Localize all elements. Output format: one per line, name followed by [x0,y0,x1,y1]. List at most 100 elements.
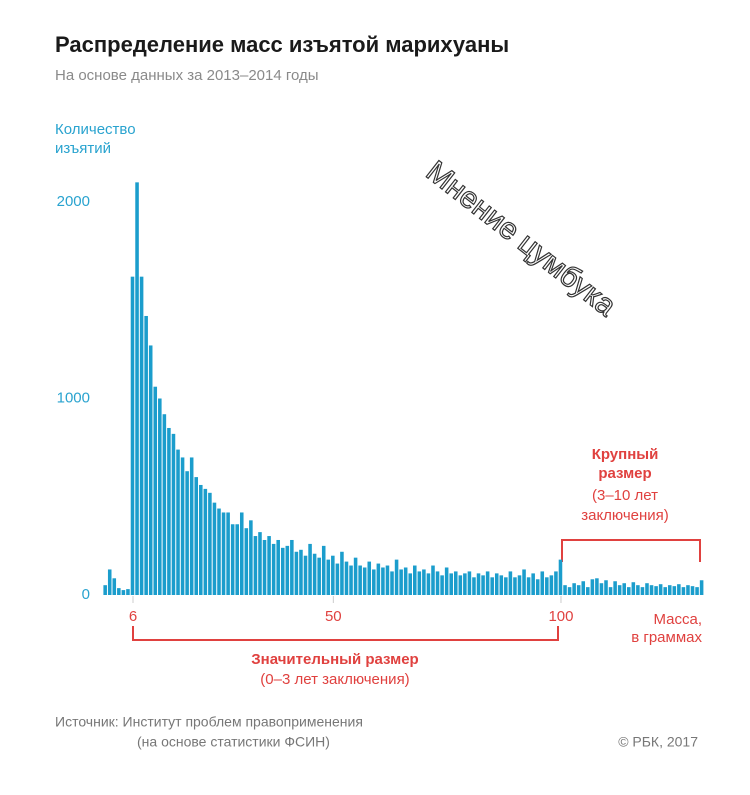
bar [567,587,572,595]
bar [249,520,253,595]
bar [663,587,667,595]
bar [226,512,230,595]
bar [144,315,148,595]
bar [690,586,695,595]
bar [331,555,335,595]
annotation-note: (3–10 лет [592,487,658,504]
bar [426,573,431,595]
bar [299,549,303,595]
bar [417,571,422,595]
x-tick-label: 50 [325,608,342,625]
bar [158,398,162,595]
bar [239,512,244,595]
credit: © РБК, 2017 [618,734,698,750]
bar [631,582,636,595]
bar [667,585,672,595]
bar [185,471,189,595]
bar [344,561,349,595]
bar [636,585,640,595]
bar [626,587,631,595]
bar [554,571,558,595]
bar [513,577,517,595]
bar [672,586,677,595]
bar [194,477,199,595]
bar [135,182,139,595]
bar [294,551,299,595]
y-label: Количество [55,121,136,138]
bar [504,577,508,595]
bar [490,577,494,595]
bar [608,587,613,595]
bar [276,539,280,595]
bar [335,563,340,595]
bar [699,580,704,595]
bar [458,575,463,595]
bar [526,577,531,595]
bar [686,585,690,595]
x-label: Масса, [653,611,702,628]
bar [376,563,381,595]
bar [312,553,317,595]
bar [640,587,645,595]
bar [517,575,522,595]
bar [413,565,417,595]
bar [148,345,153,595]
annotation-note: заключения) [581,507,669,524]
bar [308,543,312,595]
bar [121,590,126,595]
bar [326,559,331,595]
bar [617,585,622,595]
bar [613,581,617,595]
bar [453,571,458,595]
bar [481,575,485,595]
bar [258,532,262,595]
bar [212,502,217,595]
bar [563,585,567,595]
bar [199,484,203,595]
bar [595,578,599,595]
bar [590,579,595,595]
bar [558,559,563,595]
bar [535,579,540,595]
bar [117,588,121,595]
bar [499,575,504,595]
bar [340,551,344,595]
bar [290,539,294,595]
bar [303,555,308,595]
bar [390,571,394,595]
bar [180,457,185,595]
bar [221,512,226,595]
bar [362,567,367,595]
bar [581,581,586,595]
annotation-title: Значительный размер [251,651,418,668]
bar [385,565,390,595]
bar [262,539,267,595]
source: Источник: Институт проблем правоприменен… [55,714,363,730]
bar [126,589,130,595]
bar [422,569,426,595]
bar [171,433,176,595]
bar [103,585,107,595]
bar [176,449,180,595]
bar [531,573,535,595]
bar [599,583,604,595]
bar [317,557,321,595]
x-label: в граммах [631,629,702,646]
bar [494,573,499,595]
bar [167,427,171,595]
y-label: изъятий [55,140,111,157]
bar [208,492,212,595]
bar [189,457,194,595]
bar [431,565,435,595]
bar [658,584,663,595]
bar [645,583,649,595]
bar [162,414,167,595]
y-tick-label: 1000 [57,389,90,406]
bar [681,587,686,595]
bar [321,545,326,595]
bracket [132,626,559,641]
y-tick-label: 0 [82,586,90,603]
bar [435,571,440,595]
